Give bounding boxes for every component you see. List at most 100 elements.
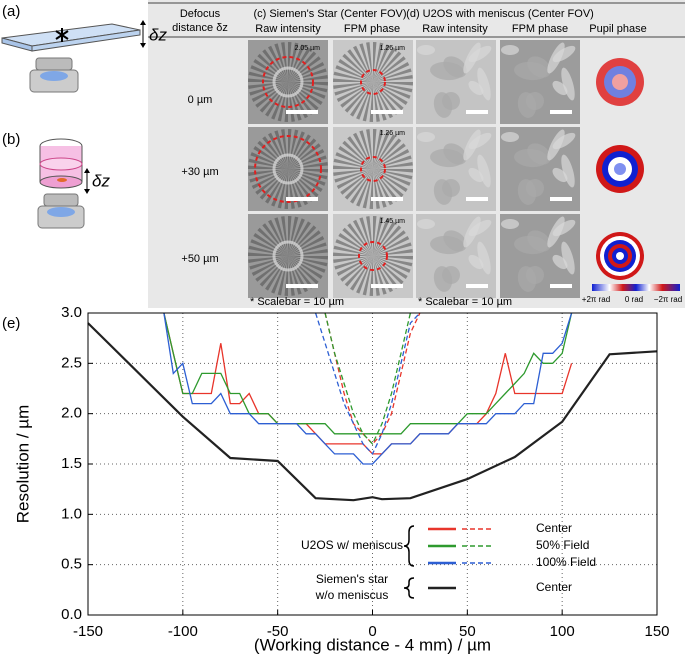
cell	[517, 266, 537, 292]
star-spoke	[288, 129, 299, 169]
cell	[514, 148, 548, 168]
cell	[463, 129, 481, 161]
star-spoke	[333, 78, 373, 82]
blur-ring	[272, 153, 304, 185]
star-spoke	[265, 256, 288, 291]
scale-bar	[371, 197, 403, 201]
star-spoke	[373, 47, 396, 82]
star-spoke	[373, 256, 413, 267]
cell	[463, 42, 481, 74]
star-spoke	[251, 256, 288, 276]
star-spoke	[353, 132, 373, 169]
cell	[517, 92, 537, 118]
star-spoke	[373, 169, 399, 202]
star-spoke	[373, 82, 413, 93]
star-spoke	[347, 136, 373, 169]
star-spoke	[288, 149, 325, 169]
colorbar-label: +2π rad	[582, 295, 610, 304]
star-spoke	[336, 169, 373, 189]
star-spoke	[373, 256, 413, 260]
cell	[430, 235, 464, 255]
star-spoke	[350, 256, 373, 291]
star-spoke	[281, 129, 288, 169]
cell	[468, 167, 484, 183]
star-spoke	[373, 256, 404, 285]
star-spoke	[344, 82, 373, 113]
roi-circle	[254, 135, 322, 203]
star-spoke	[373, 169, 411, 186]
roi-circle	[360, 156, 386, 182]
cell	[477, 241, 491, 275]
star-spoke	[335, 152, 373, 169]
star-spoke	[373, 82, 408, 105]
star-spoke	[288, 256, 328, 267]
star-spoke	[333, 252, 373, 256]
scale-bar	[466, 110, 488, 114]
cell	[417, 132, 435, 142]
star-spoke	[277, 256, 288, 296]
star-spoke	[373, 218, 390, 256]
resolution-label: 1.26 µm	[380, 45, 406, 52]
series-line	[314, 312, 421, 456]
cell	[477, 154, 491, 188]
star-spoke	[257, 140, 288, 169]
star-spoke	[359, 43, 373, 82]
scale-bar	[286, 284, 318, 288]
scale-bar	[286, 110, 318, 114]
cell	[501, 45, 519, 55]
y-tick-label: 0.0	[61, 606, 82, 623]
legend-label: Center	[536, 521, 572, 535]
star-spoke	[373, 221, 396, 256]
star-spoke	[248, 252, 288, 256]
legend-group-label: Siemen's star	[316, 572, 388, 586]
star-spoke	[288, 42, 292, 82]
star-spoke	[288, 249, 328, 256]
star-spoke	[288, 56, 321, 82]
star-spoke	[268, 45, 288, 82]
star-spoke	[288, 242, 327, 256]
star-spoke	[288, 169, 328, 180]
star-spoke	[288, 82, 328, 86]
series-line	[87, 322, 658, 502]
cell	[501, 219, 519, 229]
cell	[430, 148, 464, 168]
star-spoke	[373, 82, 399, 115]
star-spoke	[373, 169, 408, 192]
star-spoke	[373, 82, 393, 119]
star-spoke	[288, 82, 326, 99]
roi-circle	[262, 56, 314, 108]
star-spoke	[268, 219, 288, 256]
panel-label: (b)	[2, 131, 20, 148]
star-spoke	[288, 216, 292, 256]
star-spoke	[373, 169, 413, 173]
header: distance δz	[172, 22, 228, 34]
star-spoke	[350, 82, 373, 117]
series-line	[324, 312, 412, 446]
star-spoke	[340, 256, 373, 282]
star-spoke	[373, 44, 390, 82]
star-spoke	[344, 256, 373, 287]
star-spoke	[362, 256, 373, 296]
cell	[468, 80, 484, 96]
star-spoke	[288, 131, 305, 169]
illustration-a	[1, 20, 146, 93]
star-spoke	[288, 169, 328, 173]
star-spoke	[288, 47, 311, 82]
star-spoke	[288, 82, 319, 111]
legend-label: Center	[536, 580, 572, 594]
star-spoke	[373, 216, 377, 256]
cell	[561, 154, 575, 188]
star-spoke	[288, 162, 328, 169]
star-spoke	[333, 245, 373, 256]
star-spoke	[373, 143, 406, 169]
star-spoke	[373, 162, 413, 169]
star-spoke	[288, 169, 314, 202]
star-spoke	[373, 42, 377, 82]
star-spoke	[342, 227, 373, 256]
star-spoke	[373, 75, 413, 82]
blur-ring	[272, 66, 304, 98]
star-spoke	[248, 71, 288, 82]
star-spoke	[359, 130, 373, 169]
star-spoke	[288, 256, 326, 273]
scale-bar	[371, 110, 403, 114]
